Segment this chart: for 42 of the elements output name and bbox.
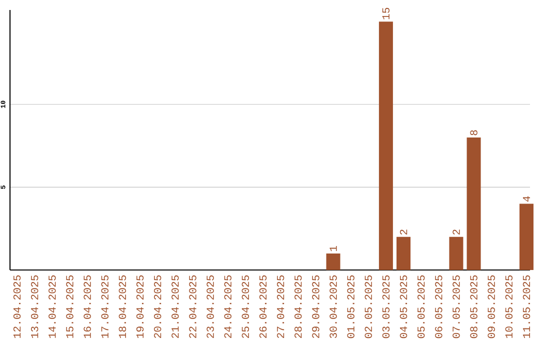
- x-tick-label: 30.04.2025: [330, 275, 337, 338]
- x-tick-label: 08.05.2025: [470, 275, 478, 338]
- x-tick-label: 15.04.2025: [66, 275, 74, 338]
- x-tick-label: 14.04.2025: [48, 275, 56, 338]
- x-tick-label: 23.04.2025: [206, 275, 214, 338]
- x-tick-label: 28.04.2025: [294, 275, 302, 338]
- x-tick-label: 22.04.2025: [189, 275, 196, 338]
- data-label: 1: [330, 246, 337, 252]
- x-tick-label: 18.04.2025: [118, 275, 126, 338]
- x-tick-label: 10.05.2025: [505, 275, 513, 338]
- x-tick-label: 26.04.2025: [259, 275, 267, 338]
- data-label: 8: [470, 130, 478, 136]
- data-label: 2: [400, 230, 408, 235]
- x-tick-label: 11.05.2025: [522, 275, 530, 338]
- bar: [449, 236, 464, 270]
- x-tick-label: 13.04.2025: [30, 275, 38, 338]
- x-tick-label: 09.05.2025: [488, 275, 495, 338]
- x-tick-label: 07.05.2025: [452, 275, 460, 338]
- x-tick-label: 21.04.2025: [172, 275, 179, 338]
- data-label: 4: [522, 196, 530, 202]
- data-label: 15: [382, 8, 390, 20]
- x-tick-label: 03.05.2025: [382, 275, 390, 338]
- bar: [466, 138, 481, 270]
- x-tick-label: 20.04.2025: [154, 275, 162, 338]
- x-tick-label: 25.04.2025: [242, 275, 250, 338]
- bar: [519, 204, 534, 270]
- x-tick-label: 02.05.2025: [364, 275, 372, 338]
- x-tick-label: 12.04.2025: [13, 275, 21, 338]
- x-tick-label: 05.05.2025: [417, 275, 425, 338]
- bar: [396, 236, 411, 270]
- x-tick-label: 16.04.2025: [84, 275, 91, 338]
- x-tick-label: 17.04.2025: [101, 275, 108, 338]
- x-tick-label: 04.05.2025: [400, 275, 408, 338]
- x-tick-label: 19.04.2025: [136, 275, 144, 338]
- data-label: 2: [452, 230, 460, 235]
- x-tick-label: 29.04.2025: [312, 275, 320, 338]
- bar: [326, 253, 340, 270]
- x-tick-label: 01.05.2025: [347, 275, 354, 338]
- bar: [378, 22, 393, 270]
- x-tick-label: 27.04.2025: [276, 275, 284, 338]
- x-tick-label: 06.05.2025: [435, 275, 442, 338]
- x-tick-label: 24.04.2025: [224, 275, 232, 338]
